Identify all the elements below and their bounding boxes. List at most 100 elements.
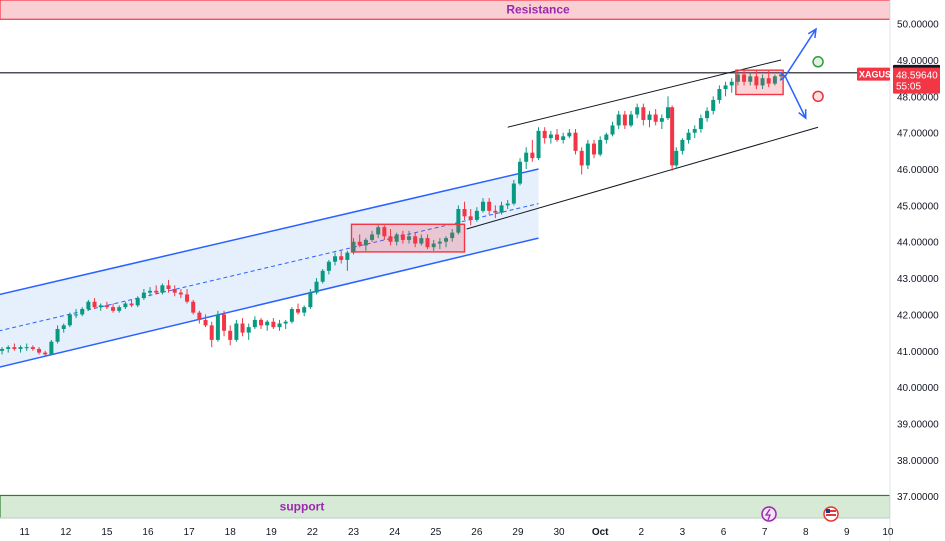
candle [228, 325, 233, 346]
projection-arrow-down[interactable] [784, 76, 807, 120]
event-circle [761, 506, 777, 522]
current-price-tag [893, 67, 940, 94]
candle-body [748, 76, 753, 82]
candle [674, 147, 679, 170]
candle-body [462, 209, 467, 217]
candle-body [326, 261, 331, 271]
candle-body [622, 114, 627, 126]
price-tick-label: 50.00000 [897, 20, 939, 31]
arrow-head [798, 109, 807, 120]
candle [117, 305, 122, 313]
candle-body [382, 227, 387, 237]
candle [561, 132, 566, 144]
candle-body [302, 307, 307, 313]
candle [320, 268, 325, 284]
candle [400, 230, 405, 244]
candle [635, 103, 640, 119]
arrow-head [807, 27, 817, 39]
candle [345, 250, 350, 271]
candle-body [160, 285, 165, 293]
candle [111, 303, 116, 313]
candle [252, 316, 257, 329]
trend-channel-lower-line[interactable] [466, 126, 819, 230]
candle-body [425, 238, 430, 248]
consolidation-box-2[interactable] [735, 69, 784, 96]
candle [24, 343, 29, 351]
candle [754, 70, 759, 90]
candle-body [760, 78, 765, 86]
current-price-label: 48.59640 [896, 71, 938, 82]
target-down-marker[interactable] [812, 90, 824, 103]
channel-lower-line[interactable] [0, 237, 539, 369]
target-up-marker[interactable] [812, 56, 824, 68]
candle-body [148, 290, 153, 293]
candle-body [653, 114, 658, 122]
candle-body [573, 132, 578, 151]
candle-body [604, 134, 609, 140]
candle-body [345, 252, 350, 260]
candle-body [111, 307, 116, 311]
candle [567, 129, 572, 139]
candle [425, 234, 430, 250]
candle [12, 343, 17, 351]
candle-body [166, 285, 171, 289]
candle [493, 205, 498, 219]
time-axis[interactable]: 11 12 15 16 17 18 19 22 23 24 25 26 29 30 Oct 2 3 6 7 8 9 10 [0, 506, 894, 538]
arrow-shaft [784, 28, 817, 77]
candle [80, 307, 85, 317]
candle-body [289, 308, 294, 322]
candle [370, 230, 375, 242]
time-tick-label: 23 [348, 527, 360, 538]
time-tick-label: 10 [882, 527, 894, 538]
support-zone[interactable] [0, 494, 891, 519]
candle-body [18, 347, 23, 349]
candle [135, 296, 140, 308]
candle [203, 314, 208, 328]
time-tick-label: 6 [721, 527, 727, 538]
candle [536, 127, 541, 160]
candle-body [172, 288, 177, 293]
candle [711, 96, 716, 115]
projection-arrow-up[interactable] [784, 27, 817, 77]
time-tick-label: 24 [389, 527, 401, 538]
lightning-event-icon[interactable] [761, 506, 777, 522]
candle-body [542, 130, 547, 139]
candle-body [742, 74, 747, 82]
candle-body [610, 125, 615, 135]
candle [616, 110, 621, 130]
symbol-label: XAGUSD [859, 70, 898, 80]
candle-body [698, 118, 703, 130]
candle [686, 129, 691, 144]
time-tick-label: 3 [680, 527, 686, 538]
candle [166, 279, 171, 293]
candle [326, 259, 331, 275]
candle [530, 139, 535, 162]
candle [197, 310, 202, 324]
channel-upper-line[interactable] [0, 168, 539, 296]
candle [670, 105, 675, 171]
candle [610, 121, 615, 137]
candle-body [450, 232, 455, 239]
price-tick-label: 45.00000 [897, 201, 939, 212]
candle [339, 250, 344, 264]
arrow-origin-icon [779, 71, 787, 81]
candle [43, 350, 48, 357]
candle-body [24, 347, 29, 349]
flag-stripe [826, 514, 836, 516]
candle-body [407, 236, 412, 240]
drawings-layer [0, 59, 890, 369]
price-tick-label: 39.00000 [897, 419, 939, 430]
candle-body [413, 236, 418, 244]
time-tick-label: 30 [554, 527, 566, 538]
candle-body [246, 327, 251, 333]
resistance-zone[interactable] [0, 0, 891, 20]
us-flag-event-icon[interactable] [823, 506, 839, 522]
candle [382, 225, 387, 240]
candle [49, 339, 54, 355]
consolidation-box-1[interactable] [350, 223, 466, 253]
candle [629, 110, 634, 128]
candle [178, 288, 183, 299]
price-axis[interactable]: 50.00000 49.00000 48.00000 47.00000 46.00000… [857, 0, 945, 541]
candle-body [222, 314, 227, 331]
